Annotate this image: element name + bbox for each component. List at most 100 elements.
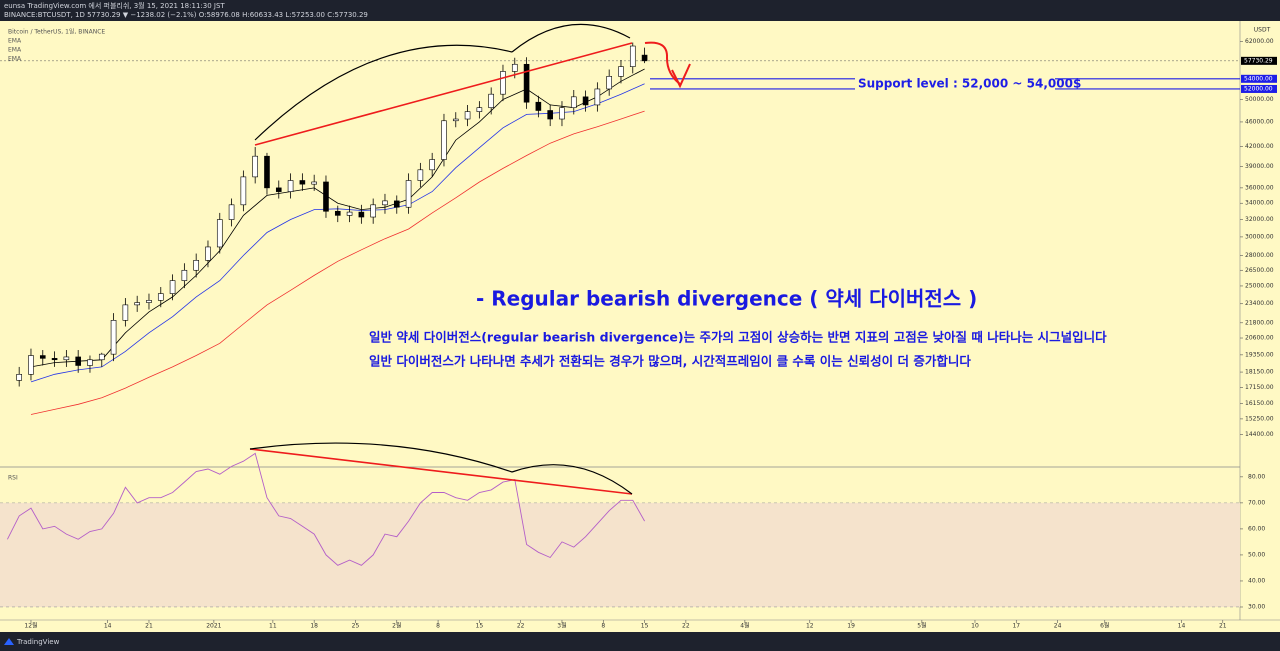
support-tag <box>1241 74 1277 83</box>
candle-body <box>441 120 447 160</box>
candle-body <box>570 96 577 109</box>
candle-body <box>110 320 117 355</box>
x-tick-label: 3월 <box>557 622 566 630</box>
y-tick-label: 18150.00 <box>1245 369 1274 376</box>
support-tag <box>1241 84 1277 93</box>
arc <box>249 442 513 473</box>
legend-entry: EMA <box>8 47 22 54</box>
rsi-band <box>0 502 1240 607</box>
pane-title: RSI <box>8 475 18 482</box>
candle-body <box>205 246 211 261</box>
x-tick-label: 8 <box>601 623 605 630</box>
y-tick-label: 20600.00 <box>1245 335 1274 342</box>
candle-body <box>157 293 164 301</box>
y-tick-label: 32000.00 <box>1245 216 1274 223</box>
x-tick-label: 22 <box>517 623 525 630</box>
x-tick-label: 12 <box>806 623 814 630</box>
candle-body <box>39 355 46 359</box>
y-tick-label: 46000.00 <box>1245 118 1274 125</box>
candle-body <box>287 180 294 192</box>
candle-body <box>582 96 589 106</box>
y-tick-label: 14400.00 <box>1245 431 1274 438</box>
candle-body <box>629 45 636 67</box>
y-tick-label: 80.00 <box>1248 473 1265 480</box>
header-line: eunsa TradingView.com 에서 퍼블리쉬, 3월 15, 20… <box>4 1 225 10</box>
candle-body <box>122 304 129 321</box>
candle-body <box>264 155 270 189</box>
y-tick-label: 62000.00 <box>1245 38 1274 45</box>
y-tick-label: 30000.00 <box>1245 233 1274 240</box>
candle-body <box>511 63 518 72</box>
x-tick-label: 17 <box>1012 623 1020 630</box>
x-tick-label: 21 <box>1219 623 1227 630</box>
x-tick-label: 22 <box>682 623 690 630</box>
arc <box>511 23 631 53</box>
x-tick-label: 14 <box>104 623 112 630</box>
x-tick-label: 15 <box>641 623 649 630</box>
candle-body <box>216 219 223 248</box>
candle-body <box>358 211 365 218</box>
x-tick-label: 2021 <box>206 623 221 630</box>
candle-body <box>169 280 176 294</box>
candle-body <box>252 155 258 178</box>
brand: TradingView <box>16 638 60 646</box>
x-tick-label: 6월 <box>1100 622 1109 630</box>
candle-body <box>240 176 247 206</box>
y-tick-label: 21800.00 <box>1245 319 1274 326</box>
y-tick-label: 50000.00 <box>1245 96 1274 103</box>
arrow-head <box>671 63 691 89</box>
support-label: Support level : 52,000 ~ 54,000$ <box>858 76 1081 90</box>
candle-body <box>606 76 612 90</box>
last-price-tag <box>1241 56 1277 65</box>
x-tick-label: 25 <box>352 623 360 630</box>
candle-body <box>393 200 400 208</box>
annotation-title: - Regular bearish divergence ( 약세 다이버전스 … <box>476 287 977 311</box>
y-tick-label: 23400.00 <box>1245 300 1274 307</box>
x-tick-label: 19 <box>847 623 855 630</box>
candle-body <box>228 204 235 220</box>
candle-body <box>488 93 494 109</box>
candle-body <box>28 355 34 375</box>
candle-body <box>16 374 22 381</box>
footer-bar <box>0 632 1280 651</box>
candle-body <box>98 353 105 361</box>
y-tick-label: 25000.00 <box>1245 282 1274 289</box>
candle-body <box>476 107 483 112</box>
x-tick-label: 11 <box>269 623 277 630</box>
x-tick-label: 18 <box>310 623 318 630</box>
ema-line <box>30 110 645 415</box>
candle-body <box>87 359 93 366</box>
candle-body <box>370 204 376 218</box>
annotation-text: 일반 약세 다이버전스(regular bearish divergence)는… <box>369 330 1107 345</box>
candle-body <box>334 210 341 216</box>
arc <box>511 464 633 495</box>
x-tick-label: 14 <box>1178 623 1186 630</box>
unit-label: USDT <box>1254 27 1271 34</box>
y-tick-label: 39000.00 <box>1245 163 1274 170</box>
candle-body <box>51 358 58 361</box>
candle-body <box>382 200 388 206</box>
support-tag-label: 52000.00 <box>1244 85 1273 92</box>
y-tick-label: 26500.00 <box>1245 267 1274 274</box>
y-tick-label: 30.00 <box>1248 603 1265 610</box>
arc <box>254 44 513 141</box>
y-tick-label: 28000.00 <box>1245 252 1274 259</box>
arrow <box>644 41 681 85</box>
y-tick-label: 15250.00 <box>1245 415 1274 422</box>
y-tick-label: 16150.00 <box>1245 400 1274 407</box>
y-tick-label: 36000.00 <box>1245 184 1274 191</box>
divergence-line <box>249 448 633 495</box>
y-tick-label: 50.00 <box>1248 551 1265 558</box>
candle-body <box>75 356 81 366</box>
candle-body <box>181 269 188 281</box>
x-tick-label: 10 <box>971 623 979 630</box>
y-tick-label: 17150.00 <box>1245 384 1274 391</box>
candle-body <box>618 66 624 77</box>
candle-body <box>429 159 435 171</box>
candle-body <box>146 300 152 303</box>
chart-layer: Bitcoin / TetherUS, 1일, BINANCE EMA EMA EMA… <box>0 27 1277 630</box>
legend-entry: EMA <box>8 38 22 45</box>
x-tick-label: 4월 <box>740 622 749 630</box>
candle-body <box>547 110 553 120</box>
candle-body <box>417 169 424 181</box>
